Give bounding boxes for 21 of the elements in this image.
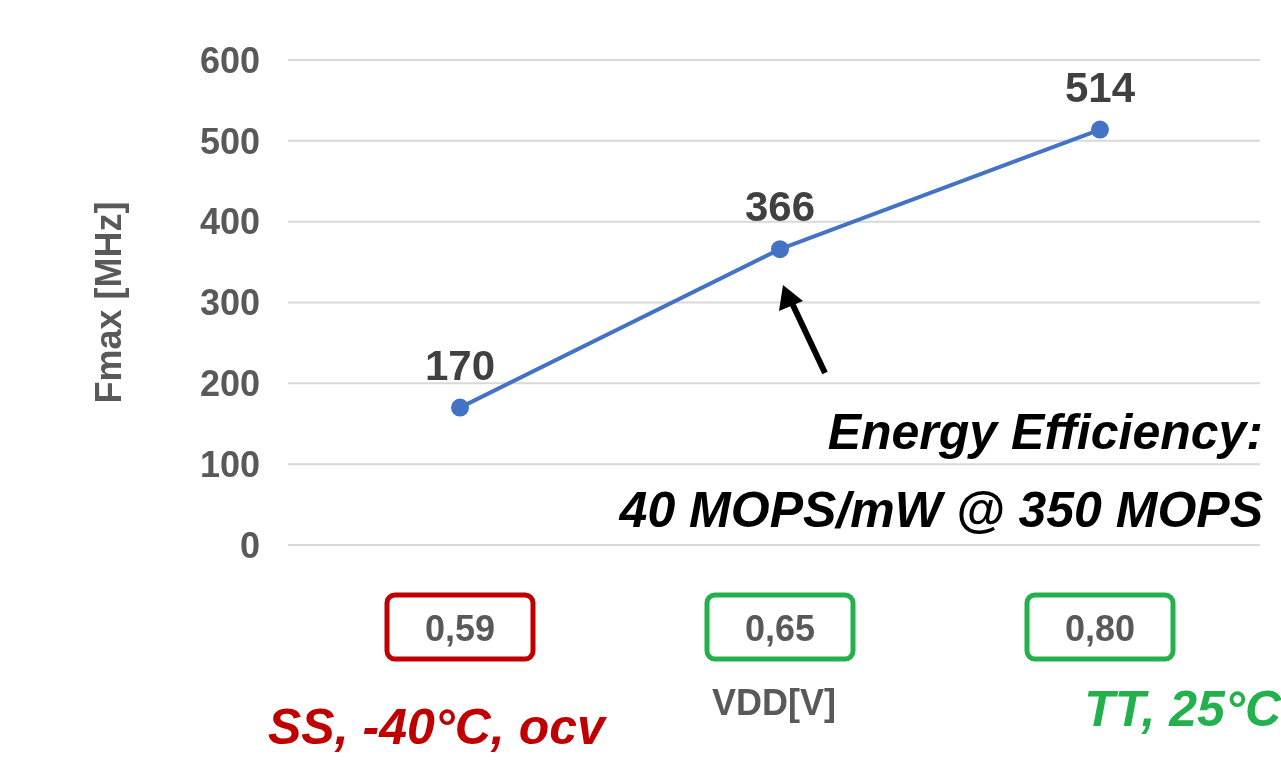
- y-tick-label: 100: [199, 443, 260, 485]
- point: [771, 240, 789, 259]
- text: TT, 25°C: [1084, 680, 1281, 738]
- point: [451, 398, 469, 417]
- y-tick-label: 200: [199, 363, 260, 405]
- x-tick-label: 0,65: [744, 608, 816, 649]
- y-axis-title: Fmax [MHz]: [87, 201, 129, 404]
- point: [1091, 120, 1109, 139]
- x-axis-title: VDD[V]: [712, 682, 836, 723]
- x-tick-label: 0,59: [424, 608, 496, 649]
- text: SS, -40°C, ocv: [268, 698, 605, 756]
- annotation: Energy Efficiency: 40 MOPS/mW @ 350 MOPS: [619, 403, 1263, 540]
- data-label: 170: [424, 341, 496, 389]
- y-tick-label: 500: [199, 120, 260, 162]
- data-label: 366: [744, 183, 816, 231]
- y-tick-label: 0: [239, 524, 260, 566]
- y-tick-label: 600: [199, 39, 260, 81]
- y-tick-label: 300: [199, 282, 260, 324]
- data-label: 514: [1064, 63, 1136, 111]
- y-tick-label: 400: [199, 201, 260, 243]
- x-tick-label: 0,80: [1064, 608, 1136, 649]
